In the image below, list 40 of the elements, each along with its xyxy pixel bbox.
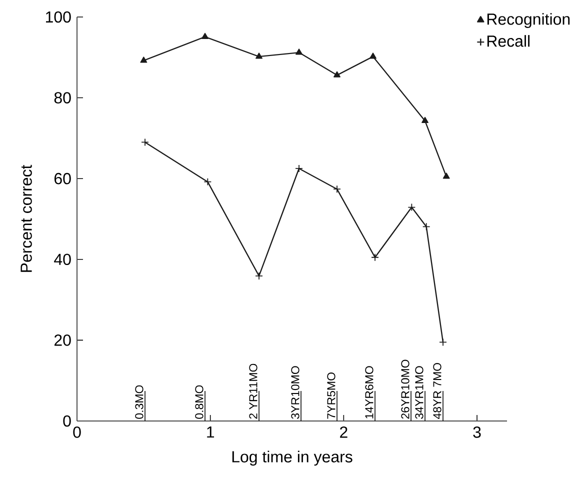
x-tick-label: 1: [207, 426, 214, 438]
ref-line-label: 3YR10MO: [291, 366, 300, 419]
point: [422, 116, 428, 124]
ref-line-label: 48YR 7MO: [433, 362, 442, 420]
ref-line-label: 26YR10MO: [401, 360, 410, 419]
point: [140, 56, 148, 63]
point: [442, 172, 450, 179]
point: [202, 32, 208, 39]
ref-line-label: 34YR1MO: [415, 366, 424, 419]
y-axis-title: Percent correct: [20, 164, 32, 272]
point: [439, 338, 447, 346]
point: [371, 253, 379, 262]
ref-line-label: 2 YR11MO: [249, 364, 258, 419]
x-tick-label: 2: [340, 426, 348, 438]
y-tick-label: 0: [63, 415, 71, 427]
y-tick-label: 100: [46, 11, 71, 23]
ref-line-label: 0.3MO: [135, 385, 144, 419]
x-tick-label: 3: [473, 426, 481, 438]
point: [370, 52, 376, 59]
x-axis-title: Log time in years: [232, 450, 352, 466]
legend-label: Recognition: [487, 13, 570, 28]
x-tick-label: 0: [73, 426, 81, 438]
point: [256, 52, 262, 59]
y-tick-label: 40: [54, 254, 71, 266]
point: [408, 203, 416, 212]
legend-label: Recall: [487, 35, 530, 47]
y-tick-label: 20: [54, 334, 71, 346]
ref-line-label: 7YR5MO: [327, 372, 336, 419]
point: [333, 185, 341, 194]
point: [422, 222, 430, 231]
point: [204, 178, 212, 186]
ref-line-label: 0.8MO: [195, 385, 204, 419]
point: [295, 164, 303, 172]
y-tick-label: 80: [54, 92, 71, 104]
point: [141, 138, 149, 146]
ref-line-label: 14YR6MO: [365, 366, 374, 418]
point: [296, 48, 302, 55]
point: [334, 71, 340, 78]
point: [255, 272, 263, 280]
y-tick-label: 60: [54, 172, 71, 184]
